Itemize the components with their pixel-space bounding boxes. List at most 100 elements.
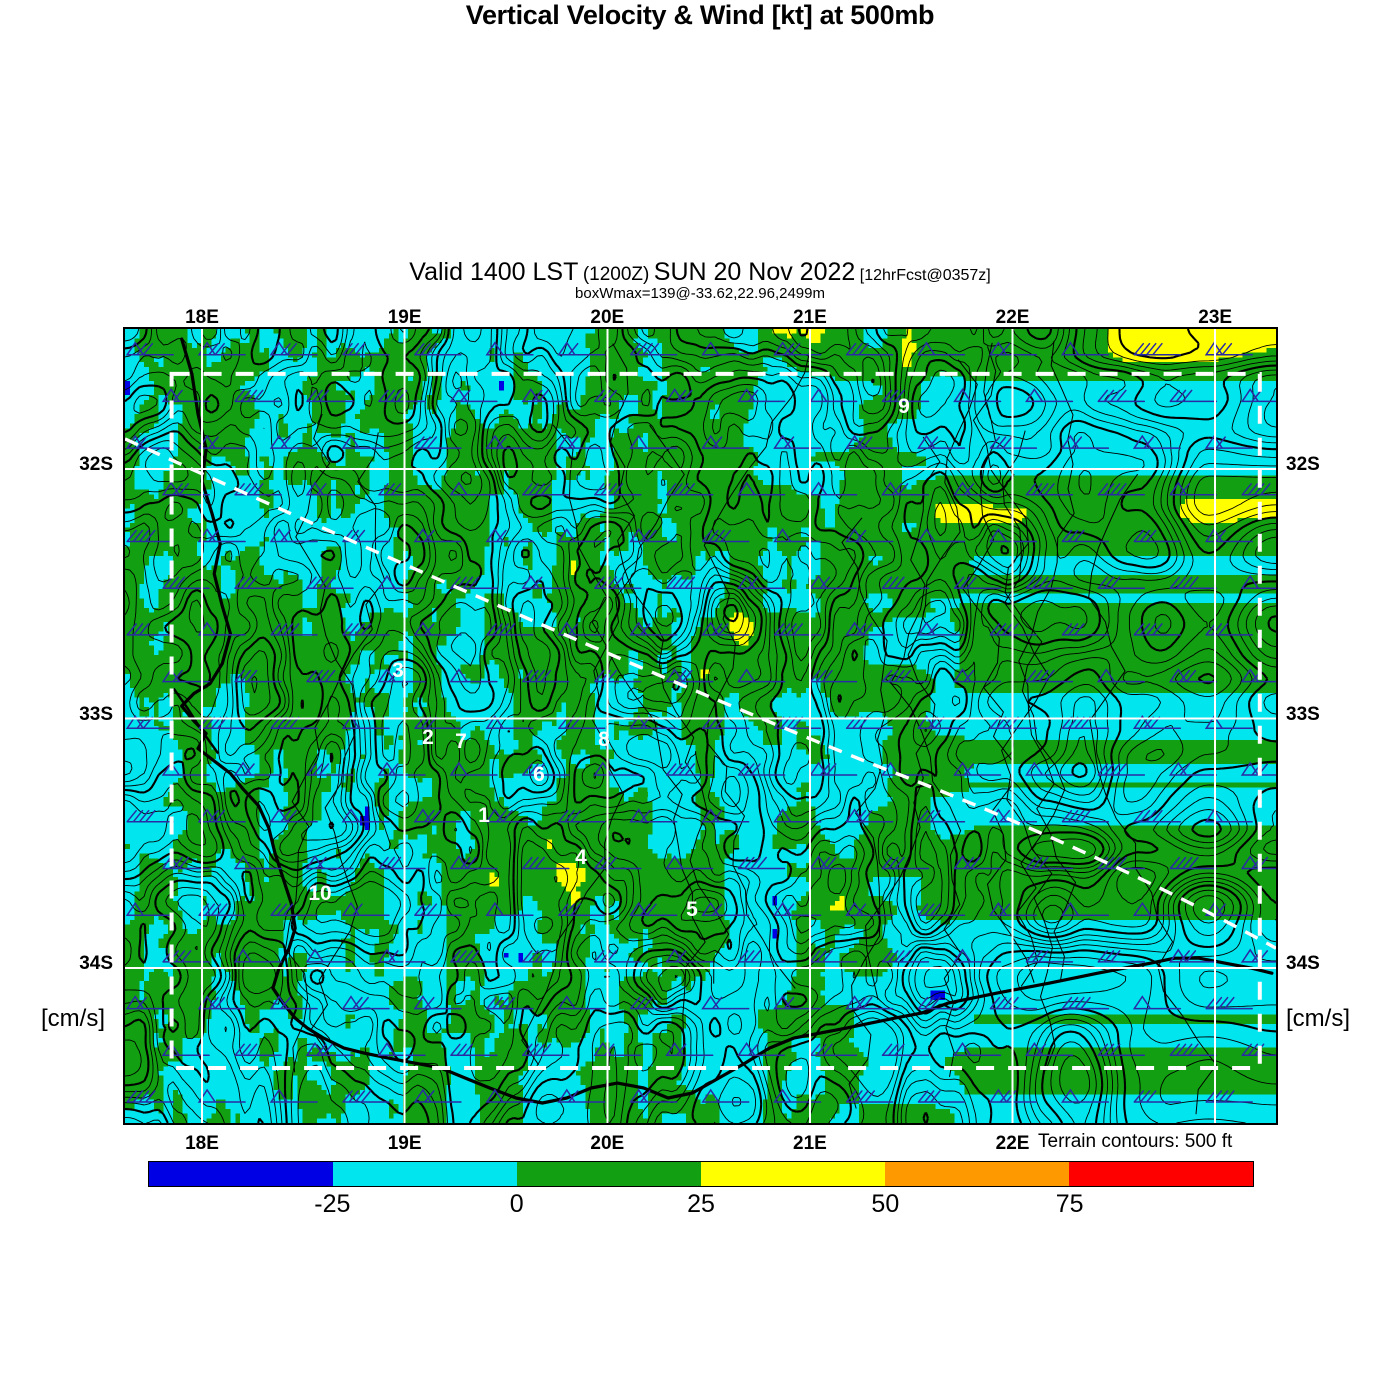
wind-barb xyxy=(270,716,318,730)
wind-barb xyxy=(234,669,282,683)
wind-barb xyxy=(485,901,534,916)
colorbar[interactable] xyxy=(148,1161,1254,1187)
wind-barb xyxy=(809,1043,858,1057)
river-line xyxy=(605,424,706,1066)
wind-barb xyxy=(737,388,786,403)
wind-barb xyxy=(1097,1043,1146,1057)
wind-barb xyxy=(413,808,462,823)
wind-barb xyxy=(377,668,426,683)
wind-barb xyxy=(845,995,894,1010)
wind-barb xyxy=(1097,389,1146,403)
lon-label-bottom-18E: 18E xyxy=(185,1133,219,1154)
wind-barb xyxy=(198,716,246,730)
colorbar-band-3[interactable] xyxy=(701,1162,885,1186)
wind-barb xyxy=(414,436,462,449)
wind-barb xyxy=(1168,481,1218,496)
wind-barb xyxy=(1133,623,1182,636)
wind-barb xyxy=(1061,716,1110,730)
lon-label-top-18E: 18E xyxy=(185,307,219,328)
wind-barb xyxy=(449,761,498,776)
wind-barb xyxy=(522,950,570,963)
wind-barb xyxy=(1025,856,1074,870)
wind-barb xyxy=(1169,1043,1218,1057)
wind-barb xyxy=(1133,809,1182,823)
wind-barb xyxy=(1132,995,1182,1010)
wind-barb xyxy=(162,950,210,963)
wind-barb xyxy=(1097,483,1146,496)
wind-barb xyxy=(1097,950,1146,963)
wind-barb xyxy=(413,1088,462,1103)
wind-barb xyxy=(594,950,642,963)
wind-barb xyxy=(377,761,426,776)
inner-domain-boundary xyxy=(169,371,1262,1070)
site-label: 5 xyxy=(686,898,698,921)
wind-barb xyxy=(917,714,966,730)
wind-barb xyxy=(269,434,318,449)
wind-barb xyxy=(881,576,930,589)
wind-barb xyxy=(1061,623,1110,636)
wind-barb xyxy=(809,950,858,963)
wind-barb xyxy=(125,714,174,730)
wind-barb xyxy=(1241,1043,1276,1057)
subtitle-line: Valid 1400 LST (1200Z) SUN 20 Nov 2022 [… xyxy=(0,258,1400,287)
site-label: 2 xyxy=(422,726,434,749)
lat-label-left-32S: 32S xyxy=(79,453,113,475)
lat-lon-grid xyxy=(125,329,1276,1123)
wind-barb xyxy=(269,808,318,823)
wind-barb xyxy=(737,1041,786,1057)
wind-barb xyxy=(234,389,282,403)
site-label: 4 xyxy=(575,846,587,869)
colorbar-band-0[interactable] xyxy=(149,1162,333,1186)
wind-barb xyxy=(629,434,678,449)
wind-barb xyxy=(306,576,354,589)
wind-barb xyxy=(953,948,1002,963)
wind-barb xyxy=(197,341,246,356)
terrain-contour-level xyxy=(125,329,1276,1123)
lon-label-bottom-22E: 22E xyxy=(995,1133,1030,1154)
river-line xyxy=(1001,430,1056,1071)
wind-barb xyxy=(414,716,462,730)
wind-barb xyxy=(665,668,714,683)
wind-barb xyxy=(594,389,642,403)
colorbar-band-2[interactable] xyxy=(517,1162,701,1186)
colorbar-band-1[interactable] xyxy=(333,1162,517,1186)
lon-label-bottom-21E: 21E xyxy=(793,1133,827,1154)
wind-barb xyxy=(773,995,822,1010)
wind-barb xyxy=(917,996,966,1010)
wind-barb xyxy=(1060,434,1110,449)
wind-barb xyxy=(1061,996,1110,1010)
wind-barb xyxy=(522,669,570,683)
wind-barb xyxy=(486,996,534,1010)
boxwmax-label: boxWmax=139@-33.62,22.96,2499m xyxy=(575,285,825,302)
wind-barb xyxy=(234,1043,282,1057)
wind-barb xyxy=(270,903,318,916)
wind-barb xyxy=(413,621,462,636)
wind-barb xyxy=(342,1090,390,1103)
subtitle-valid-date: SUN 20 Nov 2022 xyxy=(653,258,856,286)
map-plot-area[interactable]: 1 2 3 4 5 6 7 8 9 10 xyxy=(123,327,1278,1125)
wind-barb xyxy=(557,995,606,1010)
wind-barb xyxy=(594,483,642,496)
river-line xyxy=(962,342,1035,983)
wind-barb xyxy=(737,856,786,870)
colorbar-band-4[interactable] xyxy=(885,1162,1069,1186)
terrain-contour-level xyxy=(125,329,1276,1123)
lon-label-bottom-19E: 19E xyxy=(387,1133,422,1154)
wind-barb xyxy=(161,481,210,496)
wind-barb xyxy=(953,1041,1002,1057)
wind-barb xyxy=(1240,388,1276,403)
colorbar-band-5[interactable] xyxy=(1069,1162,1253,1186)
wind-barb xyxy=(701,341,750,356)
map-layers: 1 2 3 4 5 6 7 8 9 10 xyxy=(125,329,1276,1123)
wind-barb xyxy=(845,808,894,823)
lat-label-right-32S: 32S xyxy=(1286,453,1320,475)
wind-barb xyxy=(953,668,1002,683)
wind-barb xyxy=(557,1088,606,1103)
wind-barb xyxy=(1097,763,1146,776)
swath-track xyxy=(125,437,1276,950)
river-line xyxy=(703,348,811,989)
wind-barb xyxy=(522,763,570,776)
wind-barb xyxy=(701,901,750,916)
wind-barb xyxy=(558,903,606,916)
wind-barb xyxy=(413,995,462,1010)
